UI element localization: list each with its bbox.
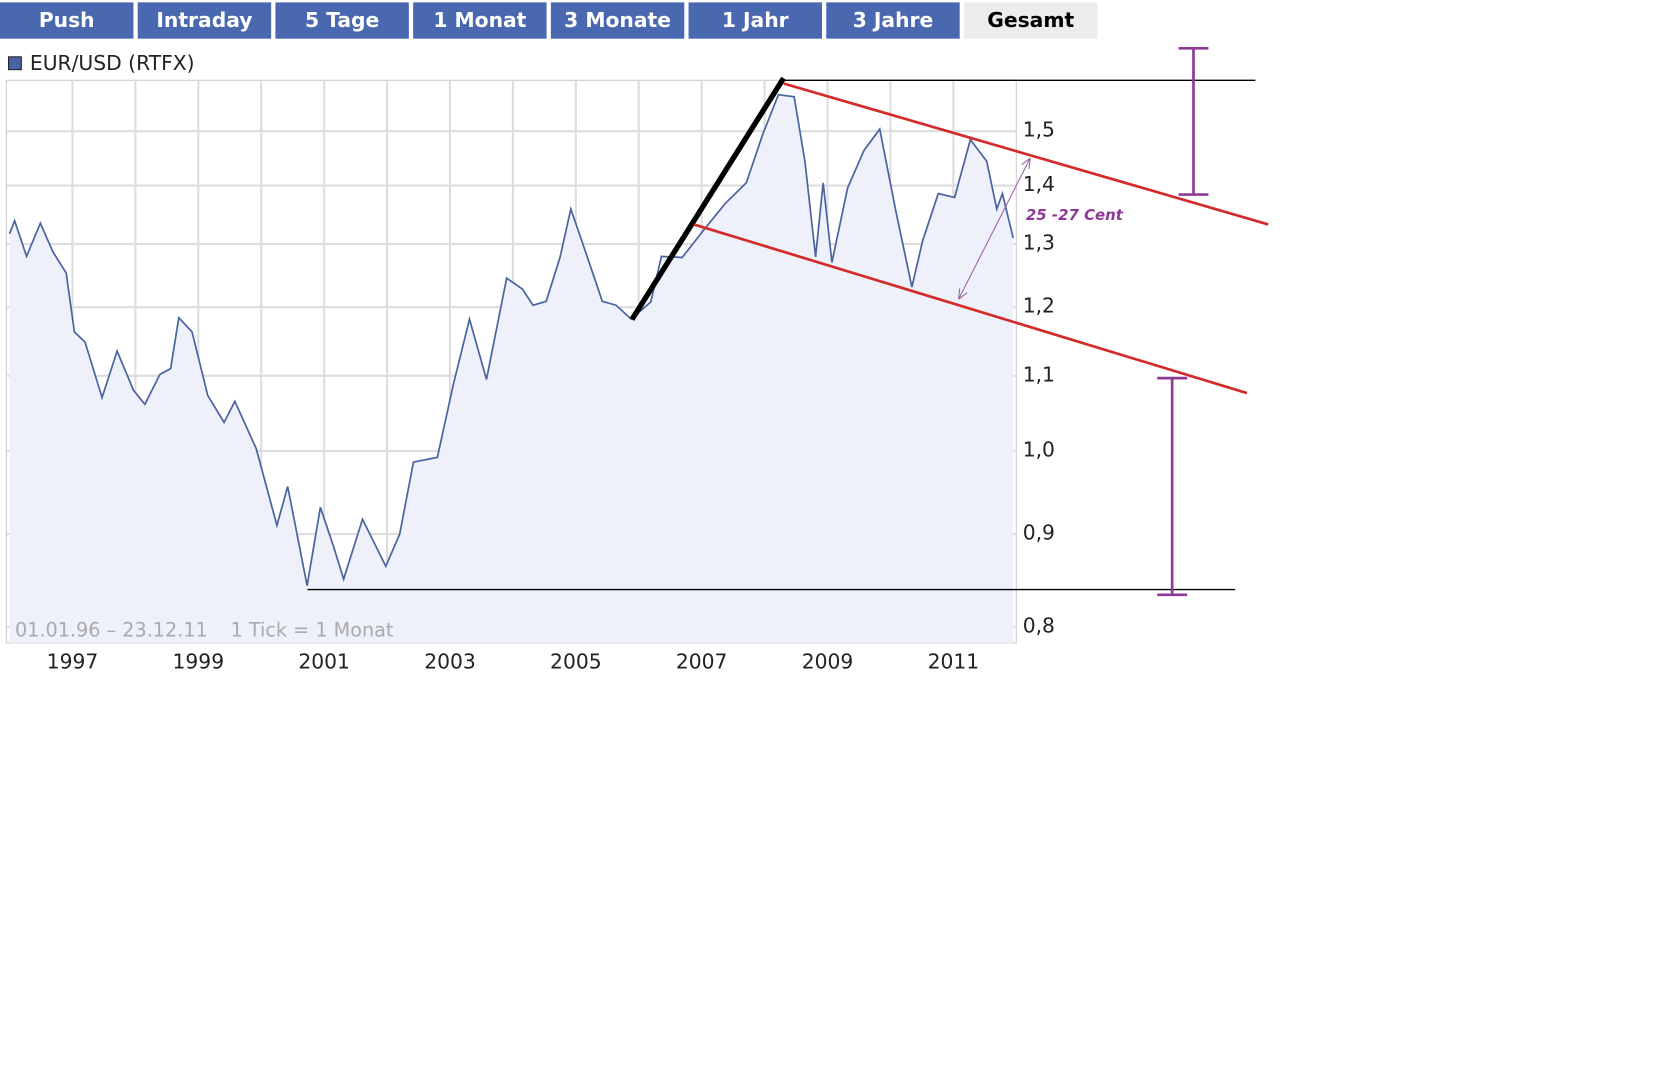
x-tick-label: 2011 <box>928 650 980 674</box>
area <box>9 94 1014 643</box>
trend-line <box>629 76 786 321</box>
x-tick-label: 2001 <box>298 650 350 674</box>
x-tick-label: 2007 <box>676 650 728 674</box>
tab[interactable] <box>0 2 134 39</box>
x-tick-label: 2009 <box>802 650 854 674</box>
y-tick-label: 1,2 <box>1023 294 1055 318</box>
y-tick-label: 1,4 <box>1023 172 1055 196</box>
tab[interactable] <box>137 2 272 39</box>
channel-top <box>783 82 1269 226</box>
tab[interactable] <box>826 2 960 39</box>
tab-label[interactable]: Push <box>39 8 95 32</box>
tab-label[interactable]: Intraday <box>156 8 252 32</box>
legend-swatch <box>8 56 22 71</box>
channel-bottom <box>693 223 1248 395</box>
y-tick-label: 0,9 <box>1023 521 1055 545</box>
y-tick-label: 1,3 <box>1023 231 1055 255</box>
line <box>8 93 1015 586</box>
tab[interactable] <box>688 2 822 39</box>
footer-range: 01.01.96 – 23.12.11 <box>15 619 208 642</box>
width-arrow <box>958 157 1031 300</box>
range-bar <box>1178 46 1209 196</box>
y-tick-label: 1,5 <box>1023 118 1055 142</box>
x-tick-label: 2005 <box>550 650 602 674</box>
legend-label: EUR/USD (RTFX) <box>30 51 195 75</box>
x-tick-label: 2003 <box>424 650 476 674</box>
x-tick-label: 1999 <box>173 650 225 674</box>
tab-label[interactable]: 1 Jahr <box>722 8 789 32</box>
footer-tick: 1 Tick = 1 Monat <box>231 619 394 642</box>
y-tick-label: 1,1 <box>1023 362 1055 386</box>
y-tick-label: 1,0 <box>1023 437 1055 461</box>
tab[interactable] <box>275 2 409 39</box>
tab-label[interactable]: 3 Monate <box>564 8 671 32</box>
tab[interactable] <box>550 2 685 39</box>
tab-label[interactable]: 3 Jahre <box>853 8 934 32</box>
tab-label[interactable]: Gesamt <box>987 8 1074 32</box>
y-tick-label: 0,8 <box>1023 613 1055 637</box>
range-bar <box>1157 376 1188 597</box>
tab-label[interactable]: 5 Tage <box>305 8 379 32</box>
tab-label[interactable]: 1 Monat <box>433 8 526 32</box>
x-tick-label: 1997 <box>47 650 99 674</box>
annotation: 25 -27 Cent <box>1026 206 1124 224</box>
tab[interactable] <box>413 2 547 39</box>
tab[interactable] <box>963 2 1098 39</box>
